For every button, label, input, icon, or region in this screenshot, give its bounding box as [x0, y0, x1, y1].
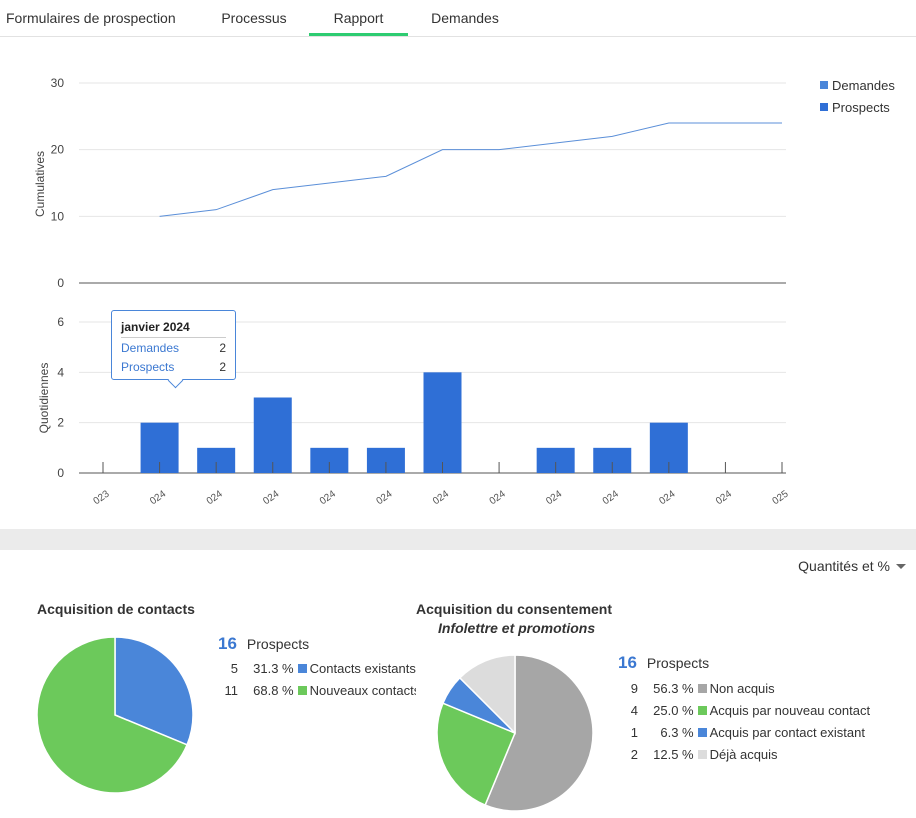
x-tick-label: 024 — [714, 488, 734, 507]
pie-slice[interactable] — [458, 654, 516, 735]
cumulative-y-ticks: 0 10 20 30 — [51, 76, 65, 290]
x-tick-label: 024 — [431, 488, 451, 507]
consent-pie-chart — [436, 654, 594, 812]
tab-demandes[interactable]: Demandes — [431, 10, 499, 26]
y-tick-label: 10 — [51, 209, 65, 223]
daily-y-ticks: 0 2 4 6 — [57, 315, 64, 480]
legend-swatch — [297, 686, 307, 695]
pie-slice[interactable] — [114, 636, 194, 746]
legend-swatch — [297, 664, 307, 673]
tab-formulaires-de-prospection[interactable]: Formulaires de prospection — [6, 10, 176, 26]
consent-legend-row: 9 56.3 % Non acquis — [630, 681, 775, 696]
x-tick-label: 025 — [771, 488, 791, 507]
consent-pie-title: Acquisition du consentement — [416, 601, 613, 617]
x-tick-label: 024 — [657, 488, 677, 507]
tooltip-divider — [121, 337, 226, 338]
display-mode-dropdown[interactable]: Quantités et % — [798, 558, 906, 574]
y-tick-label: 6 — [57, 315, 64, 329]
contacts-total: 16 Prospects — [218, 634, 310, 653]
y-tick-label: 20 — [51, 143, 65, 157]
x-tick-label: 024 — [261, 488, 281, 507]
x-tick-label: 024 — [205, 488, 225, 507]
pie-slice[interactable] — [36, 636, 189, 794]
daily-axis-label: Quotidiennes — [37, 363, 51, 434]
y-tick-label: 30 — [51, 76, 65, 90]
consent-total: 16 Prospects — [618, 653, 710, 672]
chevron-down-icon — [896, 564, 906, 569]
acquisition-panel: Quantités et % Acquisition de contacts 1… — [0, 550, 916, 818]
tab-rapport[interactable]: Rapport — [309, 0, 408, 36]
tooltip-title: janvier 2024 — [121, 320, 190, 334]
cumulative-gridlines — [79, 82, 786, 284]
y-tick-label: 4 — [57, 365, 64, 379]
tab-processus[interactable]: Processus — [221, 10, 287, 26]
consent-legend-row: 4 25.0 % Acquis par nouveau contact — [630, 703, 871, 718]
legend-item-demandes[interactable]: Demandes — [820, 78, 895, 93]
daily-bars — [140, 372, 688, 474]
contacts-pie-chart — [36, 636, 194, 794]
x-tick-label: 024 — [148, 488, 168, 507]
daily-bar[interactable] — [423, 372, 462, 473]
x-tick-label: 024 — [601, 488, 621, 507]
legend-swatch — [697, 750, 707, 759]
legend-swatch — [820, 81, 828, 89]
tooltip-row-prospects: Prospects 2 — [121, 360, 226, 374]
x-tick-label: 023 — [92, 488, 112, 507]
y-tick-label: 2 — [57, 416, 64, 430]
contacts-legend-row: 5 31.3 % Contacts existants — [230, 661, 416, 676]
cumulative-axis-label: Cumulatives — [33, 151, 47, 217]
contacts-legend-row: 11 68.8 % Nouveaux contacts — [224, 683, 417, 698]
y-tick-label: 0 — [57, 276, 64, 290]
legend-swatch — [697, 728, 707, 737]
legend-swatch — [697, 684, 707, 693]
cumulative-line — [159, 122, 782, 217]
legend-item-prospects[interactable]: Prospects — [820, 100, 890, 115]
x-tick-label: 024 — [374, 488, 394, 507]
contacts-pie-title: Acquisition de contacts — [37, 601, 195, 617]
daily-bar[interactable] — [253, 397, 292, 474]
consent-legend-row: 1 6.3 % Acquis par contact existant — [630, 725, 865, 740]
x-tick-label: 024 — [488, 488, 508, 507]
x-tick-label: 024 — [544, 488, 564, 507]
consent-pie-subtitle: Infolettre et promotions — [438, 620, 596, 636]
pie-slice[interactable] — [436, 702, 516, 807]
y-tick-label: 0 — [57, 466, 64, 480]
x-tick-label: 024 — [318, 488, 338, 507]
tab-bar: Formulaires de prospection Processus Rap… — [0, 0, 916, 37]
legend-swatch — [697, 706, 707, 715]
pie-slice[interactable] — [484, 654, 594, 812]
legend-swatch — [820, 103, 828, 111]
tooltip-row-demandes: Demandes 2 — [121, 341, 226, 355]
chart-tooltip: janvier 2024 Demandes 2 Prospects 2 — [111, 310, 236, 389]
consent-legend-row: 2 12.5 % Déjà acquis — [630, 747, 778, 762]
